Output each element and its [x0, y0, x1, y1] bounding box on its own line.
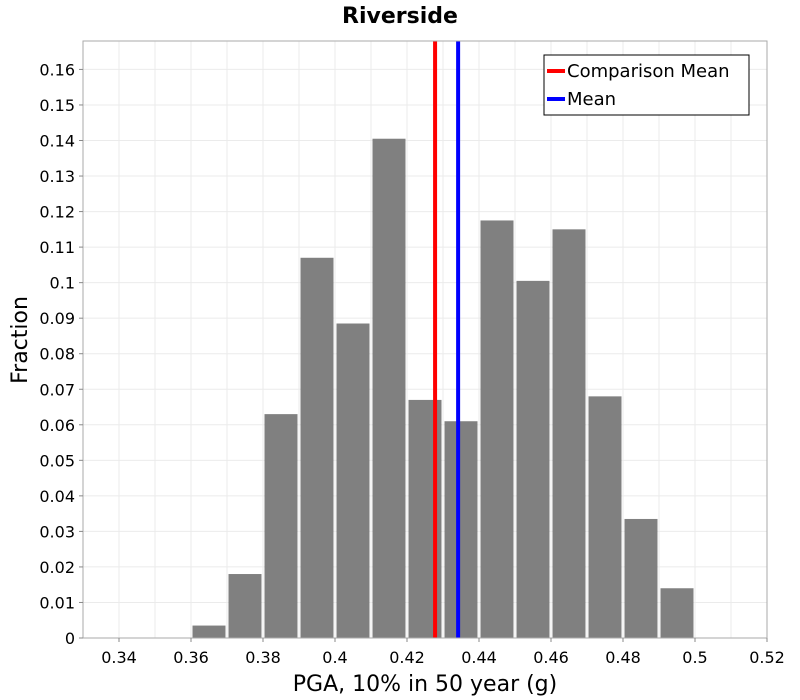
histogram-bar [336, 323, 370, 638]
x-tick-label: 0.48 [605, 648, 641, 667]
histogram-bar [444, 421, 478, 638]
y-tick-label: 0.13 [39, 167, 75, 186]
histogram-bar [372, 138, 406, 639]
y-tick-label: 0.01 [39, 593, 75, 612]
y-tick-label: 0.02 [39, 558, 75, 577]
x-tick-label: 0.5 [682, 648, 707, 667]
y-tick-label: 0.07 [39, 380, 75, 399]
x-tick-label: 0.38 [245, 648, 281, 667]
legend: Comparison Mean Mean [543, 54, 750, 116]
histogram-bar [264, 414, 298, 638]
y-tick-label: 0.05 [39, 451, 75, 470]
histogram-bar [300, 257, 334, 638]
bars [192, 138, 694, 639]
x-tick-label: 0.34 [101, 648, 137, 667]
y-tick-label: 0.11 [39, 238, 75, 257]
histogram-bar [192, 625, 226, 638]
y-tick-label: 0.04 [39, 487, 75, 506]
histogram-bar [552, 229, 586, 638]
y-tick-label: 0.1 [50, 274, 75, 293]
y-tick-label: 0 [65, 629, 75, 648]
x-tick-label: 0.36 [173, 648, 209, 667]
y-axis-ticks: 0 0.01 0.02 0.03 0.04 0.05 0.06 0.07 0.08 0.09 0.1… [39, 60, 83, 648]
y-tick-label: 0.16 [39, 60, 75, 79]
histogram-bar [660, 588, 694, 638]
reference-lines [433, 41, 461, 638]
y-tick-label: 0.03 [39, 522, 75, 541]
y-tick-label: 0.08 [39, 345, 75, 364]
histogram-bar [480, 220, 514, 638]
histogram-bar [624, 518, 658, 638]
x-tick-label: 0.44 [461, 648, 497, 667]
y-tick-label: 0.06 [39, 416, 75, 435]
y-axis-title: Fraction [8, 296, 33, 384]
plot-border [82, 40, 768, 639]
x-tick-label: 0.42 [389, 648, 425, 667]
x-axis-ticks: 0.34 0.36 0.38 0.4 0.42 0.44 0.46 0.48 0.5 0.52 [101, 638, 785, 667]
y-tick-label: 0.09 [39, 309, 75, 328]
x-axis-title: PGA, 10% in 50 year (g) [293, 672, 557, 697]
legend-box [543, 54, 750, 116]
chart-title: Riverside [342, 4, 458, 29]
histogram-bar [516, 280, 550, 638]
legend-label-comparison-mean: Comparison Mean [567, 61, 730, 82]
legend-label-mean: Mean [567, 89, 616, 110]
x-tick-label: 0.52 [749, 648, 785, 667]
x-tick-label: 0.46 [533, 648, 569, 667]
histogram-bar [228, 574, 262, 638]
y-tick-label: 0.15 [39, 96, 75, 115]
y-tick-label: 0.14 [39, 132, 75, 151]
y-tick-label: 0.12 [39, 203, 75, 222]
x-tick-label: 0.4 [322, 648, 347, 667]
histogram-bar [588, 396, 622, 638]
